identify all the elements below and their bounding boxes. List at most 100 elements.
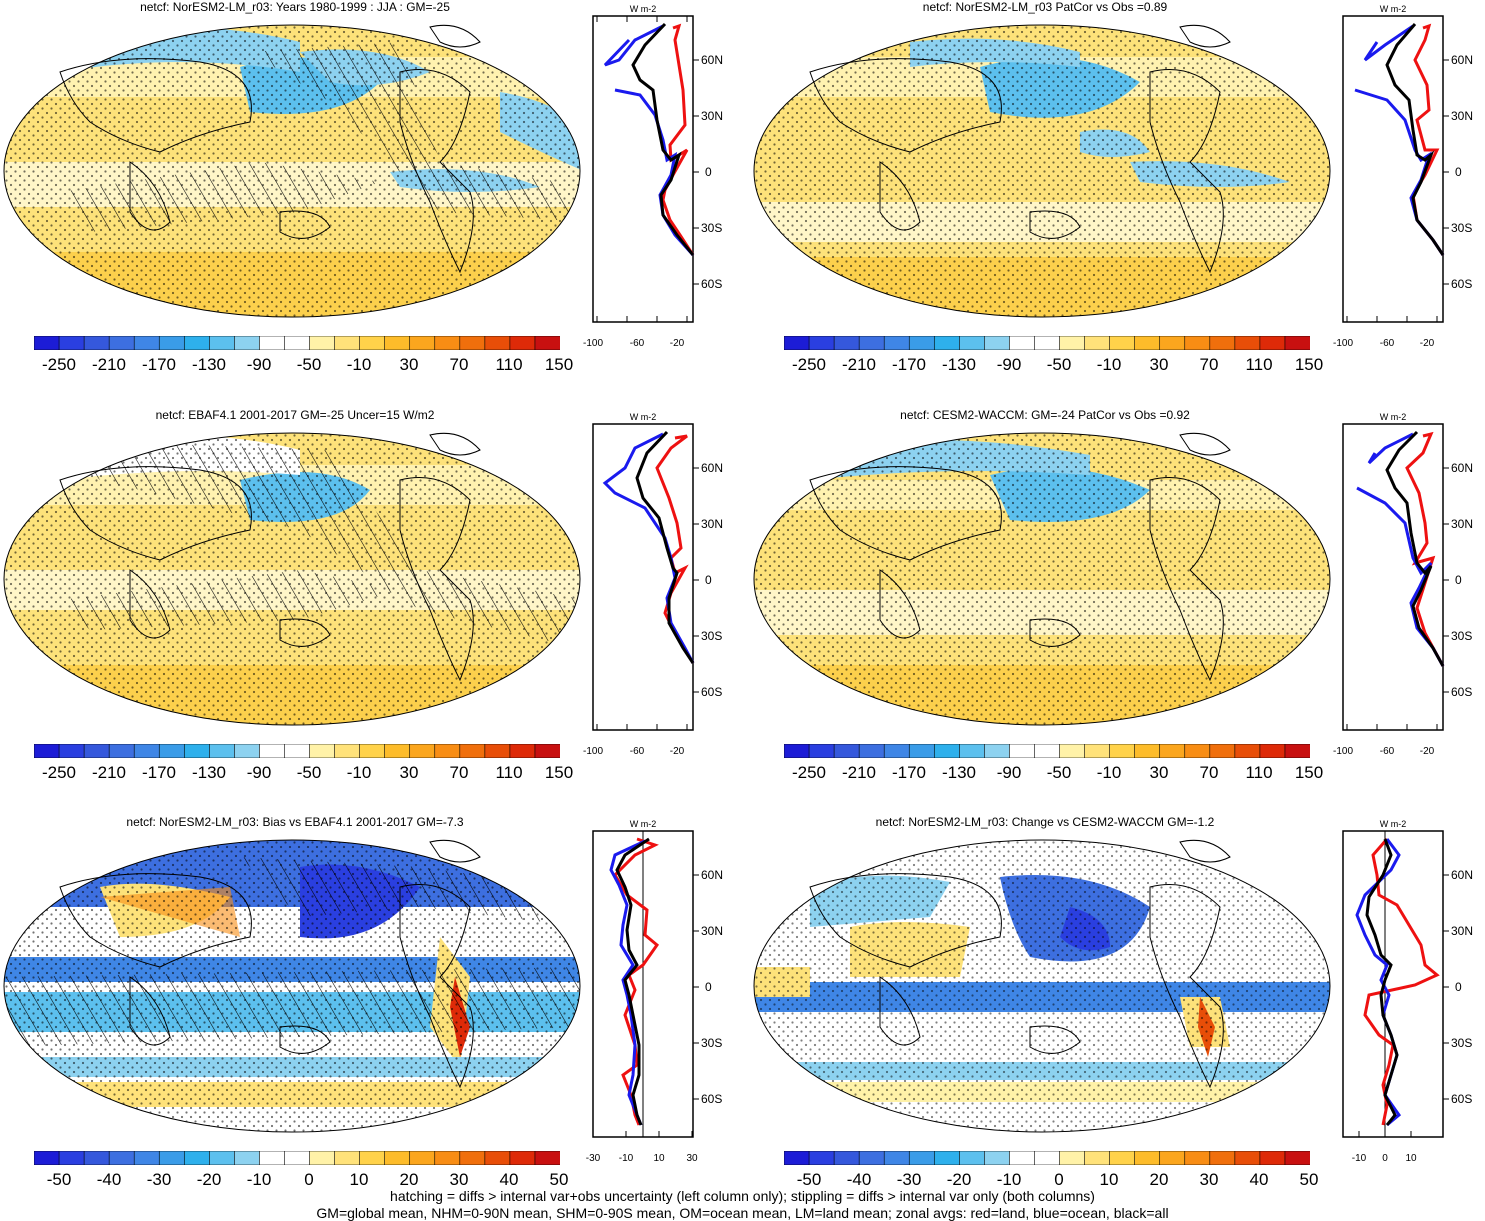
colorbar-tick: 110 <box>1245 763 1273 782</box>
colorbar-tick: -10 <box>246 1170 272 1189</box>
colorbar-tick: 150 <box>544 355 574 374</box>
colorbar-swatch <box>858 336 885 350</box>
colorbar-swatch <box>83 744 110 758</box>
colorbar-swatch <box>133 1151 160 1165</box>
zonal-unit-label: W m-2 <box>1380 819 1407 829</box>
colorbar-swatch <box>158 744 185 758</box>
x-tick: -100 <box>1333 338 1353 349</box>
colorbar-tick: -50 <box>296 763 322 782</box>
colorbar-tick: -10 <box>346 763 372 782</box>
colorbar-swatch <box>359 1151 386 1165</box>
colorbar-tick: -170 <box>891 355 927 374</box>
colorbar-swatch <box>334 336 361 350</box>
colorbar-swatch <box>959 1151 985 1165</box>
colorbar-tick: 30 <box>1149 355 1169 374</box>
colorbar-swatch <box>1134 1151 1161 1165</box>
colorbar-labels: -250 -210 -170 -130 -90 -50 -10 30 70 11… <box>34 355 573 377</box>
colorbar-swatch <box>384 744 411 758</box>
lat-tick: 30S <box>1451 221 1472 235</box>
lat-tick: 30S <box>1451 1036 1472 1050</box>
all-zonal-line <box>1385 430 1445 667</box>
x-tick: -60 <box>630 338 645 349</box>
zonal-unit-label: W m-2 <box>630 4 657 14</box>
land-zonal-line <box>1405 431 1445 667</box>
x-tick: -10 <box>619 1153 634 1164</box>
colorbar-tick: -50 <box>296 355 322 374</box>
colorbar-swatch <box>933 744 960 758</box>
colorbar-tick: -30 <box>146 1170 172 1189</box>
lat-tick: 0 <box>1455 573 1462 587</box>
colorbar-tick: 110 <box>495 355 523 374</box>
colorbar-tick: 110 <box>495 763 523 782</box>
colorbar-swatch <box>309 336 336 350</box>
colorbar-tick: 150 <box>544 763 574 782</box>
land-zonal-line <box>1363 838 1440 1126</box>
lat-tick: 60S <box>1451 685 1472 699</box>
colorbar-tick: -170 <box>141 763 177 782</box>
lat-tick: 60S <box>1451 1092 1472 1106</box>
colorbar-swatch <box>183 1151 210 1165</box>
colorbar-swatch <box>234 744 261 758</box>
colorbar-tick: -50 <box>1046 763 1072 782</box>
colorbar-tick: 40 <box>1249 1170 1269 1189</box>
colorbar-labels: -50 -40 -30 -20 -10 0 10 20 30 40 50 <box>34 1170 569 1192</box>
map-abs <box>3 24 581 318</box>
zonal-mean-plot: W m-2 60N 30N 0 30S 60S -100 -60 -20 <box>583 4 723 349</box>
lat-tick: 30S <box>701 221 722 235</box>
panel-1: netcf: NorESM2-LM_r03: Years 1980-1999 :… <box>0 0 740 400</box>
x-tick: -60 <box>1380 338 1395 349</box>
lat-tick: 30N <box>701 924 723 938</box>
colorbar-swatch <box>534 1151 560 1165</box>
colorbar-swatch <box>1134 744 1161 758</box>
colorbar-swatch <box>133 336 160 350</box>
colorbar-swatch <box>334 744 361 758</box>
lat-tick: 60N <box>1451 53 1473 67</box>
lat-tick: 60S <box>1451 277 1472 291</box>
zonal-unit-label: W m-2 <box>1380 4 1407 14</box>
lat-tick: 30N <box>701 517 723 531</box>
colorbar-tick: 0 <box>304 1170 314 1189</box>
all-zonal-line <box>635 430 695 664</box>
colorbar-swatch <box>58 336 85 350</box>
lat-tick: 30N <box>701 109 723 123</box>
colorbar-swatch <box>1209 336 1236 350</box>
colorbar-tick: -50 <box>46 1170 72 1189</box>
colorbar-swatch <box>1209 744 1236 758</box>
lat-tick: 60N <box>701 461 723 475</box>
colorbar-swatch <box>808 336 835 350</box>
map-diff <box>3 839 581 1133</box>
colorbar-swatch <box>1109 336 1136 350</box>
colorbar-swatch <box>434 1151 461 1165</box>
x-tick: -20 <box>1420 746 1435 757</box>
colorbar-swatch <box>1284 744 1310 758</box>
lat-tick: 0 <box>705 573 712 587</box>
lat-tick: 60N <box>701 53 723 67</box>
colorbar-swatch <box>1034 744 1061 758</box>
colorbar-swatch <box>1259 336 1286 350</box>
colorbar-swatch <box>959 336 985 350</box>
x-tick: -20 <box>1420 338 1435 349</box>
colorbar-swatch <box>933 336 960 350</box>
colorbar-tick: -250 <box>791 355 827 374</box>
lat-tick: 30N <box>1451 517 1473 531</box>
colorbar-swatch <box>209 1151 235 1165</box>
colorbar-swatch <box>158 1151 185 1165</box>
colorbar-diff <box>784 1151 1310 1165</box>
x-tick: -10 <box>1352 1153 1367 1164</box>
colorbar-labels: -50 -40 -30 -20 -10 0 10 20 30 40 50 <box>784 1170 1319 1192</box>
colorbar-tick: -50 <box>796 1170 822 1189</box>
colorbar-swatch <box>1109 744 1136 758</box>
colorbar-tick: 20 <box>1149 1170 1169 1189</box>
lat-tick: 30S <box>1451 629 1472 643</box>
colorbar-tick: -210 <box>91 355 127 374</box>
footer-note-2: GM=global mean, NHM=0-90N mean, SHM=0-90… <box>316 1205 1169 1221</box>
colorbar-swatch <box>183 744 210 758</box>
ocean-zonal-line <box>603 24 695 257</box>
colorbar-swatch <box>108 744 135 758</box>
colorbar-swatch <box>309 1151 336 1165</box>
colorbar-swatch <box>933 1151 960 1165</box>
lat-tick: 30N <box>1451 109 1473 123</box>
colorbar-swatch <box>183 336 210 350</box>
all-zonal-line <box>1385 23 1445 256</box>
lat-tick: 60S <box>701 685 722 699</box>
